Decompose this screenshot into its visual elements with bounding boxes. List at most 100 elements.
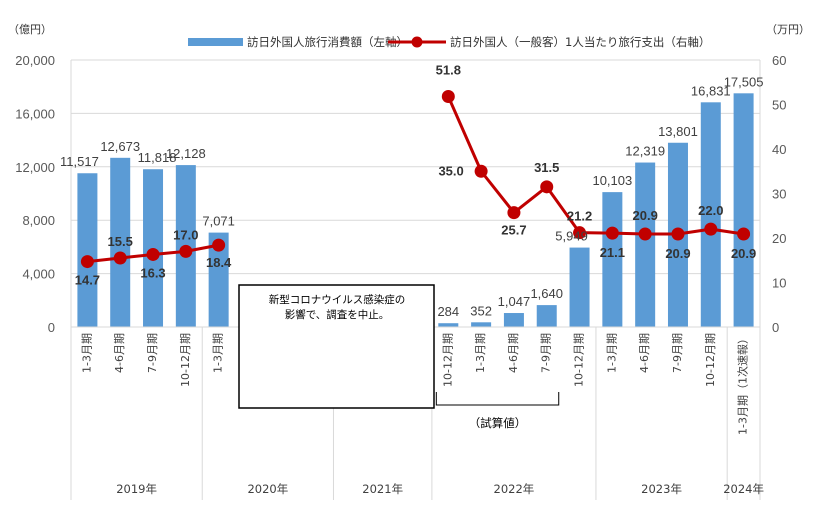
line-point bbox=[737, 227, 751, 241]
legend-label-bars: 訪日外国人旅行消費額（左軸） bbox=[247, 35, 408, 49]
line-point bbox=[671, 227, 685, 241]
bar-value-label: 12,319 bbox=[625, 144, 665, 159]
line-point bbox=[638, 227, 652, 241]
line-value-label: 21.1 bbox=[600, 245, 625, 260]
bar bbox=[208, 232, 229, 327]
line-value-label: 25.7 bbox=[501, 223, 526, 238]
bar-value-label: 12,673 bbox=[100, 139, 140, 154]
estimate-label: （試算値） bbox=[469, 416, 527, 430]
line-value-label: 20.9 bbox=[665, 246, 690, 261]
category-label: 7-9月期 bbox=[146, 333, 159, 373]
line-point bbox=[80, 255, 94, 269]
line-point bbox=[113, 251, 127, 265]
year-label: 2021年 bbox=[362, 482, 403, 496]
line-point bbox=[507, 206, 521, 220]
left-tick-label: 12,000 bbox=[15, 160, 55, 175]
category-label: 1-3月期 bbox=[212, 333, 225, 373]
year-label: 2020年 bbox=[247, 482, 288, 496]
line-value-label: 20.9 bbox=[731, 246, 756, 261]
line-point bbox=[540, 180, 554, 194]
left-tick-label: 16,000 bbox=[15, 106, 55, 121]
legend-label-line: 訪日外国人（一般客）1人当たり旅行支出（右軸） bbox=[450, 35, 710, 49]
line-segment bbox=[446, 95, 744, 236]
right-tick-label: 40 bbox=[772, 142, 786, 157]
legend-marker-line bbox=[411, 36, 423, 48]
category-label: 7-9月期 bbox=[540, 333, 553, 373]
left-axis-unit: （億円） bbox=[8, 23, 52, 36]
line-value-label: 16.3 bbox=[140, 265, 165, 280]
bar-value-label: 7,071 bbox=[202, 214, 235, 229]
category-label: 1-3月期 bbox=[80, 333, 93, 373]
line-point bbox=[605, 226, 619, 240]
right-tick-label: 20 bbox=[772, 231, 786, 246]
category-label: 10-12月期 bbox=[179, 333, 192, 387]
year-label: 2019年 bbox=[116, 482, 157, 496]
bar-value-label: 17,505 bbox=[724, 74, 764, 89]
bar-value-label: 1,640 bbox=[530, 286, 563, 301]
line-point bbox=[146, 247, 160, 261]
category-label: 10-12月期 bbox=[704, 333, 717, 387]
line-value-label: 22.0 bbox=[698, 203, 723, 218]
bar-value-label: 11,818 bbox=[138, 150, 177, 165]
line-value-label: 18.4 bbox=[206, 255, 232, 270]
bar bbox=[438, 323, 459, 327]
right-tick-label: 0 bbox=[772, 320, 779, 335]
left-tick-label: 8,000 bbox=[22, 213, 55, 228]
line-point bbox=[704, 222, 718, 236]
line-value-label: 17.0 bbox=[173, 227, 198, 242]
line-point bbox=[441, 89, 455, 103]
line-value-label: 51.8 bbox=[436, 62, 461, 77]
bar bbox=[635, 162, 656, 327]
bar-value-label: 284 bbox=[437, 304, 459, 319]
bar bbox=[602, 192, 623, 327]
legend-swatch-bars bbox=[188, 38, 243, 46]
bar bbox=[700, 102, 721, 327]
line-point bbox=[179, 244, 193, 258]
left-tick-label: 20,000 bbox=[15, 53, 55, 68]
bar bbox=[503, 313, 524, 327]
category-label: 4-6月期 bbox=[507, 333, 520, 373]
category-label: 1-3月期 bbox=[605, 333, 618, 373]
suspension-note-line: 影響で、調査を中止。 bbox=[285, 308, 390, 321]
suspension-note-box bbox=[238, 284, 435, 409]
bar bbox=[110, 157, 131, 327]
line-value-label: 15.5 bbox=[108, 234, 133, 249]
category-label: 4-6月期 bbox=[113, 333, 126, 373]
line-series bbox=[80, 89, 751, 269]
bar-value-label: 11,517 bbox=[60, 154, 99, 169]
line-value-label: 35.0 bbox=[438, 163, 463, 178]
right-tick-label: 30 bbox=[772, 187, 786, 202]
category-label: 1-3月期 bbox=[474, 333, 487, 373]
line-value-label: 31.5 bbox=[534, 160, 559, 175]
suspension-note-line: 新型コロナウイルス感染症の bbox=[269, 293, 406, 306]
category-label: 10-12月期 bbox=[441, 333, 454, 387]
bar bbox=[569, 247, 590, 327]
bar bbox=[471, 322, 492, 327]
line-value-label: 21.2 bbox=[567, 209, 592, 224]
category-label: 10-12月期 bbox=[573, 333, 586, 387]
bar-value-label: 13,801 bbox=[658, 124, 698, 139]
bar-value-label: 16,831 bbox=[691, 83, 731, 98]
estimate-bracket bbox=[435, 392, 560, 406]
left-tick-label: 0 bbox=[48, 320, 55, 335]
bar-value-label: 1,047 bbox=[498, 294, 531, 309]
line-point bbox=[212, 238, 226, 252]
left-tick-label: 4,000 bbox=[22, 267, 55, 282]
category-label: 7-9月期 bbox=[671, 333, 684, 373]
right-axis-unit: （万円） bbox=[766, 23, 810, 36]
line-value-label: 14.7 bbox=[75, 273, 100, 288]
category-label: 4-6月期 bbox=[638, 333, 651, 373]
category-label: 1-3月期（1次速報） bbox=[736, 333, 750, 435]
line-value-label: 20.9 bbox=[633, 208, 658, 223]
bar bbox=[733, 93, 754, 327]
bar-value-label: 5,949 bbox=[555, 229, 588, 244]
year-label: 2023年 bbox=[641, 482, 682, 496]
right-tick-label: 60 bbox=[772, 53, 786, 68]
bar bbox=[536, 305, 557, 327]
bar-value-label: 12,128 bbox=[166, 146, 206, 161]
legend: 訪日外国人旅行消費額（左軸） 訪日外国人（一般客）1人当たり旅行支出（右軸） bbox=[188, 35, 710, 49]
bar-value-label: 10,103 bbox=[592, 173, 632, 188]
